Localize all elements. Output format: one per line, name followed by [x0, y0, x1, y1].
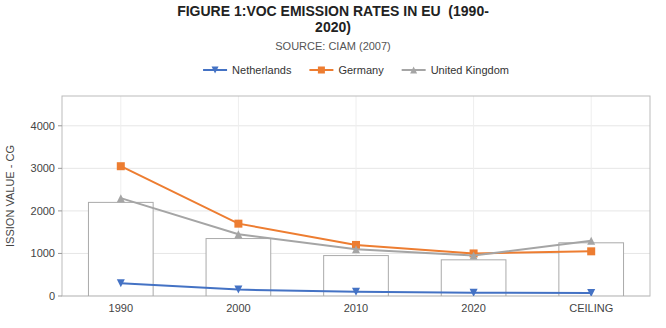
point: [470, 289, 478, 296]
y-tick: [58, 253, 62, 254]
point: [352, 245, 360, 253]
y-tick-label: 2000: [31, 205, 55, 217]
x-tick-label: 2000: [226, 302, 250, 314]
y-tick-label: 0: [49, 290, 55, 302]
point: [587, 289, 595, 296]
y-axis: 0 1000 2000 3000 4000: [31, 120, 62, 302]
point: [234, 220, 242, 228]
y-axis-label: ISSION VALUE - CG: [4, 145, 16, 247]
point: [117, 162, 125, 170]
legend-label: Germany: [338, 64, 384, 76]
chart: FIGURE 1:VOC EMISSION RATES IN EU (1990-…: [0, 0, 666, 328]
point: [117, 279, 125, 287]
legend-label: Netherlands: [232, 64, 292, 76]
y-tick: [58, 125, 62, 126]
grid: [62, 96, 650, 296]
bar: [206, 239, 271, 296]
legend-item: Netherlands: [203, 64, 292, 76]
bar-series: [88, 202, 623, 296]
point: [117, 194, 125, 202]
legend: Netherlands Germany United Kingdom: [203, 64, 509, 76]
line-series: [117, 194, 595, 259]
legend-label: United Kingdom: [431, 64, 509, 76]
line-series: [117, 279, 595, 296]
point: [470, 252, 478, 260]
y-tick: [58, 210, 62, 211]
title: 2020): [315, 19, 351, 35]
point: [587, 237, 595, 245]
plot-frame: [62, 96, 650, 296]
line-series: [117, 162, 595, 257]
point: [234, 230, 242, 238]
x-tick-label: CEILING: [569, 302, 613, 314]
y-tick: [58, 296, 62, 297]
x-axis: 1990 2000 2010 2020 CEILING: [109, 302, 614, 314]
legend-item: Germany: [309, 64, 384, 76]
y-tick: [58, 168, 62, 169]
bar: [324, 256, 389, 296]
data-area: [88, 162, 623, 296]
bar: [441, 260, 506, 296]
legend-marker: [318, 67, 325, 74]
x-tick-label: 1990: [109, 302, 133, 314]
subtitle: SOURCE: CIAM (2007): [275, 40, 391, 52]
legend-marker: [212, 67, 219, 74]
y-tick-label: 4000: [31, 120, 55, 132]
bar: [88, 202, 153, 296]
line: [121, 166, 591, 253]
x-tick-label: 2020: [461, 302, 485, 314]
point: [234, 286, 242, 294]
line: [121, 198, 591, 255]
point: [352, 288, 360, 296]
title: FIGURE 1:VOC EMISSION RATES IN EU (1990-: [177, 3, 489, 19]
x-tick-label: 2010: [344, 302, 368, 314]
legend-item: United Kingdom: [402, 64, 509, 76]
y-tick-label: 3000: [31, 162, 55, 174]
legend-marker: [410, 67, 417, 74]
point: [587, 247, 595, 255]
y-tick-label: 1000: [31, 247, 55, 259]
